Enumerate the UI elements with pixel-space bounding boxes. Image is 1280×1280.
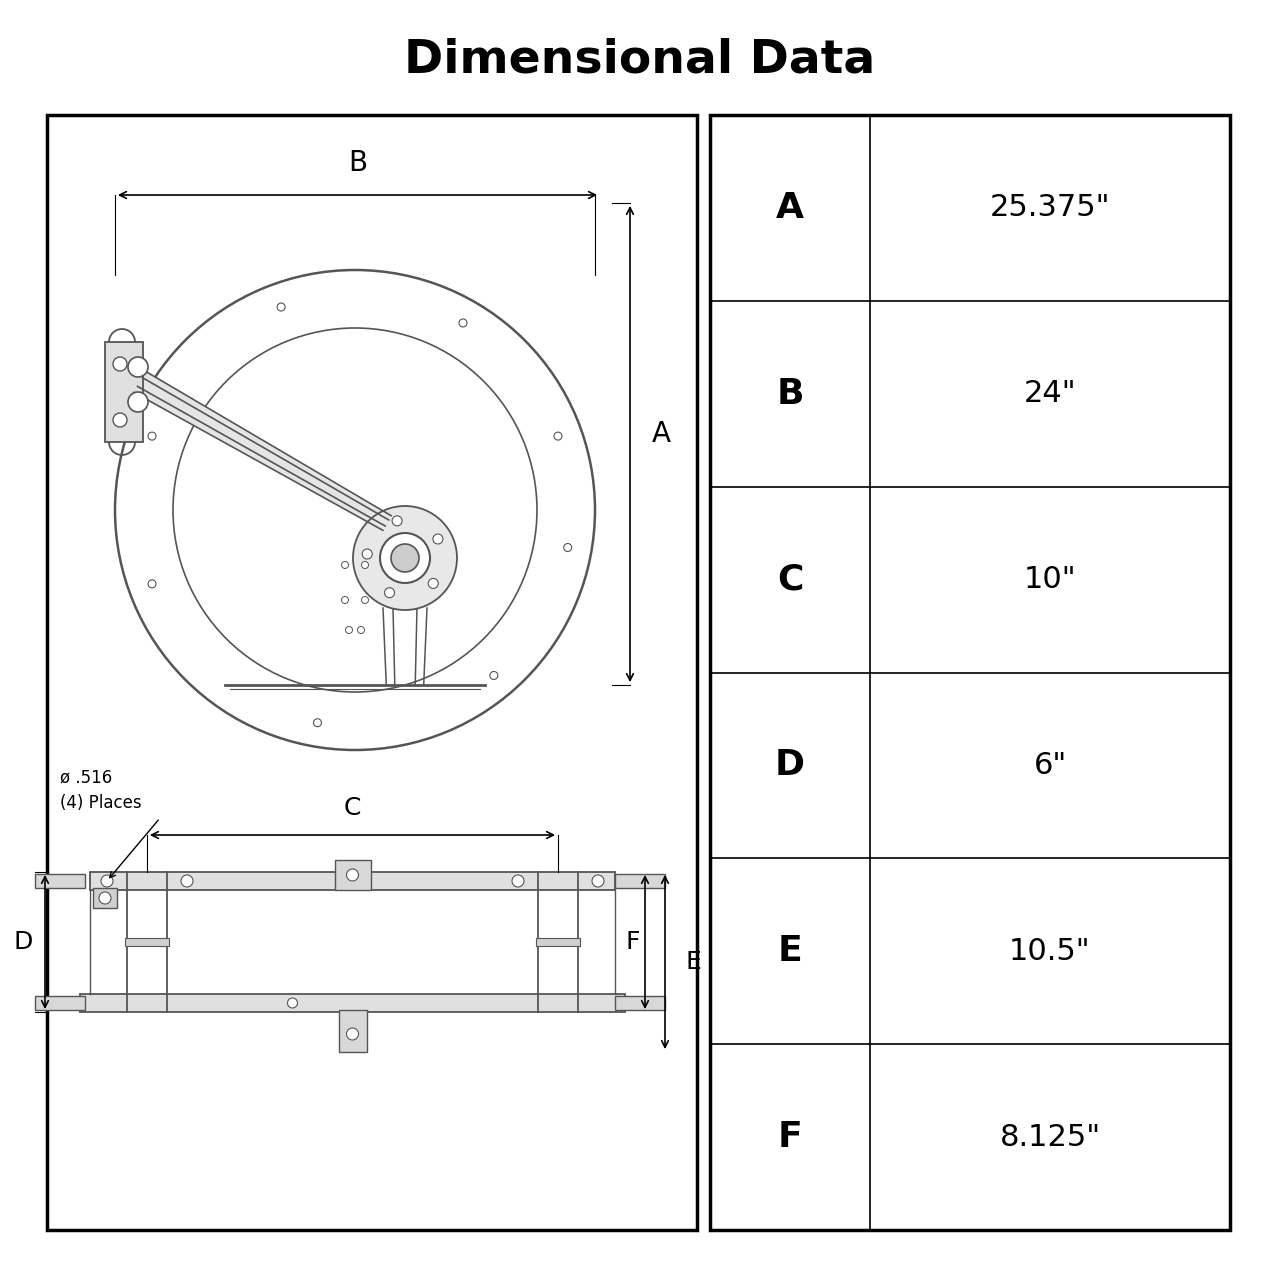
Circle shape xyxy=(380,532,430,582)
Circle shape xyxy=(433,534,443,544)
Circle shape xyxy=(357,626,365,634)
Bar xyxy=(338,1010,366,1052)
Bar xyxy=(105,342,143,442)
Circle shape xyxy=(288,998,297,1009)
Circle shape xyxy=(384,588,394,598)
Circle shape xyxy=(314,718,321,727)
Text: E: E xyxy=(778,934,803,968)
Text: ø .516
(4) Places: ø .516 (4) Places xyxy=(60,768,142,812)
Bar xyxy=(47,115,698,1230)
Circle shape xyxy=(362,549,372,559)
Bar xyxy=(614,874,666,888)
Circle shape xyxy=(148,433,156,440)
Circle shape xyxy=(128,357,148,378)
Circle shape xyxy=(180,876,193,887)
Circle shape xyxy=(173,328,538,692)
Text: B: B xyxy=(348,148,367,177)
Text: 8.125": 8.125" xyxy=(1000,1123,1101,1152)
Text: D: D xyxy=(13,931,33,954)
Circle shape xyxy=(361,596,369,603)
Circle shape xyxy=(512,876,524,887)
Circle shape xyxy=(390,544,419,572)
Circle shape xyxy=(99,892,111,904)
Circle shape xyxy=(342,596,348,603)
Text: 10": 10" xyxy=(1024,564,1076,594)
Circle shape xyxy=(361,562,369,568)
Circle shape xyxy=(563,544,572,552)
Circle shape xyxy=(429,579,438,589)
Polygon shape xyxy=(134,371,392,530)
Bar xyxy=(35,874,84,888)
Circle shape xyxy=(347,1028,358,1039)
Bar xyxy=(81,995,625,1012)
Text: 6": 6" xyxy=(1033,751,1066,780)
Circle shape xyxy=(490,672,498,680)
Circle shape xyxy=(353,506,457,611)
Text: F: F xyxy=(626,931,640,954)
Text: F: F xyxy=(778,1120,803,1155)
Bar xyxy=(614,996,666,1010)
Circle shape xyxy=(101,876,113,887)
Text: B: B xyxy=(776,376,804,411)
Circle shape xyxy=(342,562,348,568)
Bar xyxy=(710,115,1230,1230)
Circle shape xyxy=(593,876,604,887)
Circle shape xyxy=(128,392,148,412)
Text: Dimensional Data: Dimensional Data xyxy=(404,37,876,82)
Text: 24": 24" xyxy=(1024,379,1076,408)
Circle shape xyxy=(113,413,127,428)
Bar xyxy=(35,996,84,1010)
Bar xyxy=(536,938,580,946)
Circle shape xyxy=(115,270,595,750)
Circle shape xyxy=(278,303,285,311)
Bar xyxy=(90,872,614,890)
Bar xyxy=(334,860,370,890)
Bar xyxy=(93,888,116,908)
Bar xyxy=(125,938,169,946)
Circle shape xyxy=(346,626,352,634)
Text: D: D xyxy=(774,749,805,782)
Circle shape xyxy=(347,869,358,881)
Text: C: C xyxy=(777,563,803,596)
Text: E: E xyxy=(685,950,701,974)
Circle shape xyxy=(113,357,127,371)
Text: 10.5": 10.5" xyxy=(1009,937,1091,965)
Text: 25.375": 25.375" xyxy=(989,193,1110,223)
Circle shape xyxy=(460,319,467,326)
Text: A: A xyxy=(652,420,671,448)
Text: C: C xyxy=(344,796,361,820)
Circle shape xyxy=(148,580,156,588)
Text: A: A xyxy=(776,191,804,225)
Circle shape xyxy=(392,516,402,526)
Circle shape xyxy=(554,433,562,440)
